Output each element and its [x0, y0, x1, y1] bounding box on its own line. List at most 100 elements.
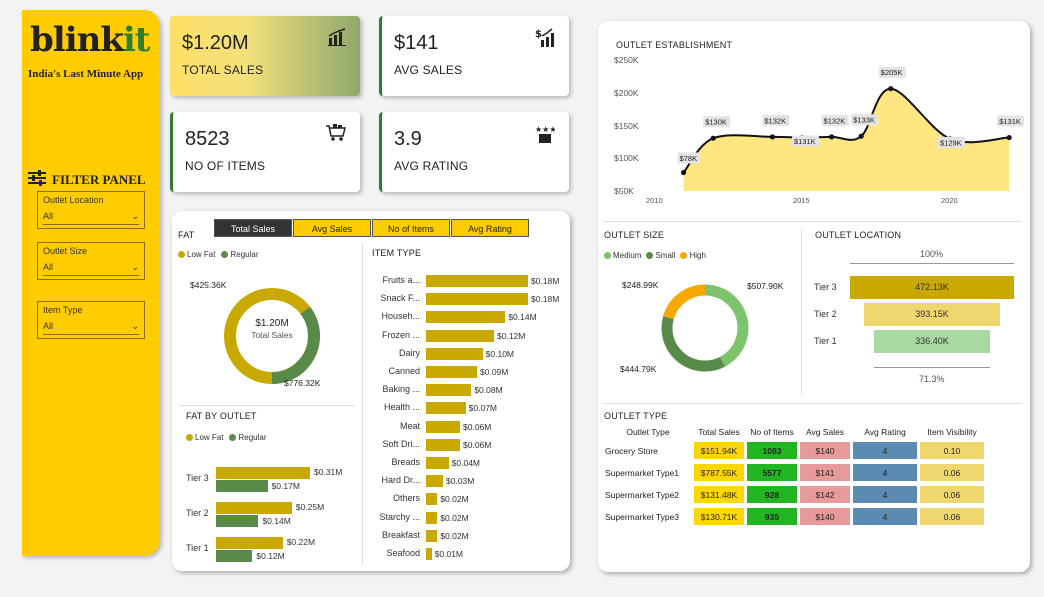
x-tick-2015: 2015 [793, 196, 810, 205]
item-type-value: $0.06M [463, 421, 492, 432]
item-type-bar[interactable] [426, 275, 528, 287]
slicer-dropdown[interactable]: All ⌄ [43, 211, 139, 225]
item-type-title: ITEM TYPE [372, 248, 422, 258]
item-type-bar[interactable] [426, 529, 438, 542]
item-type-bar[interactable] [426, 475, 443, 488]
svg-text:$: $ [535, 29, 542, 40]
item-type-label: Breakfast [381, 529, 420, 540]
size-high-label: $248.99K [622, 280, 659, 290]
cell-no-of-items: 1083 [747, 442, 797, 459]
item-type-value: $0.07M [468, 403, 498, 414]
table-row[interactable]: Supermarket Type2 $131.48K 928 $142 4 0.06 [605, 486, 984, 503]
establishment-label-bg [821, 114, 849, 126]
fbo-bar-regular[interactable] [216, 515, 259, 527]
size-slice-high[interactable] [661, 284, 749, 372]
col-no-of-items: No of Items [750, 427, 794, 437]
fbo-bar-low-fat[interactable] [216, 467, 310, 479]
item-type-label: Frozen ... [381, 329, 420, 340]
establishment-data-label: $130K [705, 118, 727, 127]
location-funnel-bar[interactable]: 393.15K [863, 303, 1001, 326]
col-avg-sales: Avg Sales [805, 427, 845, 437]
item-type-label: Health ... [383, 402, 420, 413]
stars-box-icon: ★★★ [535, 124, 557, 149]
slicer-item-type[interactable]: Item Type All ⌄ [37, 301, 145, 339]
cell-avg-rating: 4 [853, 442, 917, 459]
establishment-point[interactable] [710, 135, 716, 141]
establishment-point[interactable] [681, 169, 687, 176]
fbo-tier-label: Tier 1 [186, 543, 209, 553]
outlet-location-title: OUTLET LOCATION [815, 230, 902, 240]
item-type-bar[interactable] [426, 402, 466, 415]
item-type-label: Baking ... [382, 384, 420, 395]
item-type-bar[interactable] [426, 511, 438, 524]
item-type-label: Others [392, 493, 420, 504]
cell-no-of-items: 5577 [747, 464, 797, 481]
size-slice-small[interactable] [661, 284, 749, 372]
table-row[interactable]: Grocery Store $151.94K 1083 $140 4 0.10 [605, 442, 984, 459]
fat-donut[interactable] [212, 276, 332, 396]
item-type-bar[interactable] [426, 347, 483, 360]
tab-avg-sales[interactable]: Avg Sales [293, 219, 371, 237]
y-tick-100k: $100K [614, 153, 639, 163]
establishment-title: OUTLET ESTABLISHMENT [616, 40, 733, 50]
slicer-dropdown[interactable]: All ⌄ [43, 321, 139, 335]
cell-no-of-items: 928 [747, 486, 797, 503]
tab-no-of-items[interactable]: No of Items [372, 219, 450, 237]
fbo-bar-regular[interactable] [216, 550, 253, 562]
cell-avg-sales: $141 [800, 464, 850, 481]
item-type-bar[interactable] [426, 493, 438, 506]
cell-avg-sales: $140 [800, 442, 850, 459]
fat-by-outlet-title: FAT BY OUTLET [186, 411, 257, 421]
fat-slice-regular[interactable] [224, 288, 320, 384]
fat-legend: Low Fat Regular [178, 250, 258, 259]
item-type-bar[interactable] [426, 293, 528, 306]
establishment-point[interactable] [769, 134, 775, 140]
table-row[interactable]: Supermarket Type3 $130.71K 935 $140 4 0.06 [605, 508, 984, 525]
item-type-value: $0.08M [474, 385, 503, 396]
item-type-bar[interactable] [426, 311, 506, 324]
tab-total-sales[interactable]: Total Sales [214, 219, 292, 237]
item-type-bar[interactable] [426, 548, 432, 560]
fbo-value-regular: $0.17M [271, 481, 300, 491]
cell-total-sales: $130.71K [694, 508, 744, 525]
slicer-outlet-size[interactable]: Outlet Size All ⌄ [37, 242, 145, 280]
fbo-value-regular: $0.14M [262, 516, 291, 526]
fbo-bar-regular[interactable] [216, 480, 268, 492]
fbo-value-low-fat: $0.31M [314, 467, 343, 477]
location-tier-label: Tier 2 [814, 309, 837, 319]
item-type-value: $0.04M [451, 458, 481, 468]
establishment-point[interactable] [1006, 134, 1012, 141]
cell-total-sales: $787.55K [694, 464, 744, 481]
slicer-outlet-location[interactable]: Outlet Location All ⌄ [37, 191, 145, 229]
item-type-bar[interactable] [426, 420, 460, 433]
establishment-label-bg [703, 116, 731, 128]
location-funnel-bar[interactable]: 336.40K [873, 330, 991, 353]
col-outlet-type: Outlet Type [626, 427, 670, 437]
fat-center-label: Total Sales [251, 330, 293, 340]
location-funnel-bar[interactable]: 472.13K [850, 276, 1014, 299]
fbo-value-low-fat: $0.25M [295, 502, 325, 512]
item-type-bar[interactable] [426, 366, 477, 378]
establishment-point[interactable] [858, 133, 864, 139]
sales-chart-icon [328, 28, 346, 51]
establishment-point[interactable] [829, 134, 835, 140]
table-row[interactable]: Supermarket Type1 $787.55K 5577 $141 4 0.06 [605, 464, 984, 481]
item-type-bar[interactable] [426, 384, 472, 397]
fbo-bar-low-fat[interactable] [216, 537, 283, 549]
item-type-bar[interactable] [426, 329, 494, 342]
svg-text:★★★: ★★★ [535, 125, 555, 134]
establishment-data-label: $132K [764, 116, 786, 125]
filter-sidebar: blinkit India's Last Minute App FILTER P… [22, 10, 160, 556]
tab-avg-rating[interactable]: Avg Rating [451, 219, 529, 237]
fbo-bar-low-fat[interactable] [216, 502, 292, 514]
y-tick-150k: $150K [614, 121, 639, 131]
slicer-dropdown[interactable]: All ⌄ [43, 262, 139, 276]
item-type-bar[interactable] [426, 457, 449, 469]
item-type-bar[interactable] [426, 438, 460, 451]
outlet-type-table: Outlet Type Total Sales No of Items Avg … [602, 422, 987, 530]
item-type-label: Snack F... [380, 293, 420, 304]
y-tick-250k: $250K [614, 55, 639, 65]
col-item-visibility: Item Visibility [927, 427, 977, 437]
outlet-size-donut[interactable] [650, 273, 760, 383]
establishment-point[interactable] [888, 86, 894, 92]
